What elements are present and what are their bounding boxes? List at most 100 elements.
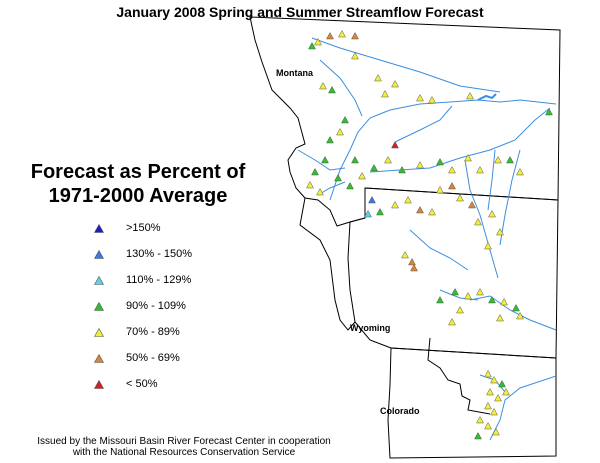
forecast-site-marker (428, 95, 436, 104)
forecast-site-marker (488, 209, 496, 218)
forecast-site-marker (384, 155, 392, 164)
forecast-sites (306, 29, 553, 440)
forecast-site-marker (498, 379, 506, 388)
bighorn-river (464, 159, 499, 279)
yellowstone-river (369, 107, 551, 173)
forecast-site-marker (500, 297, 508, 306)
forecast-site-marker (416, 160, 424, 169)
clark-fork (297, 149, 346, 171)
forecast-site-marker (351, 31, 359, 40)
legend-item-label: 130% - 150% (126, 248, 193, 260)
forecast-site-marker (370, 163, 378, 172)
forecast-site-marker (545, 107, 553, 116)
tongue-river (487, 149, 496, 211)
forecast-site-marker (474, 431, 482, 440)
legend-item: < 50% (94, 378, 254, 392)
forecast-site-marker (476, 415, 484, 424)
forecast-site-marker (486, 387, 494, 396)
forecast-site-marker (512, 303, 520, 312)
forecast-site-marker (410, 263, 418, 272)
forecast-site-marker (516, 311, 524, 320)
forecast-site-marker (474, 217, 482, 226)
legend-item-label: 90% - 109% (126, 300, 186, 312)
wind-river (409, 229, 469, 271)
forecast-site-marker (338, 29, 346, 38)
forecast-site-marker (506, 155, 514, 164)
forecast-site-marker (436, 185, 444, 194)
forecast-site-marker (346, 181, 354, 190)
forecast-site-marker (306, 180, 314, 189)
forecast-site-marker (490, 375, 498, 384)
forecast-site-marker (321, 155, 329, 164)
forecast-site-marker (492, 427, 500, 436)
legend-item: 70% - 89% (94, 326, 254, 340)
forecast-site-marker (448, 317, 456, 326)
powder-river (499, 149, 521, 246)
legend-title-line2: 1971-2000 Average (48, 185, 228, 207)
forecast-site-marker (496, 227, 504, 236)
triangle-marker-icon (94, 302, 104, 311)
forecast-site-marker (391, 140, 399, 149)
forecast-site-marker (401, 250, 409, 259)
forecast-site-marker (374, 73, 382, 82)
forecast-site-marker (448, 165, 456, 174)
forecast-site-marker (308, 41, 316, 50)
footer-line1: Issued by the Missouri Basin River Forec… (37, 436, 331, 447)
forecast-site-marker (404, 195, 412, 204)
forecast-site-marker (502, 387, 510, 396)
wyoming-label: Wyoming (350, 323, 390, 333)
legend-item: 110% - 129% (94, 274, 254, 288)
utah-boundary (427, 337, 491, 415)
forecast-site-marker (496, 313, 504, 322)
forecast-site-marker (319, 81, 327, 90)
map-title: January 2008 Spring and Summer Streamflo… (116, 4, 484, 20)
legend-title: Forecast as Percent of 1971-2000 Average (18, 160, 258, 208)
footer-credit: Issued by the Missouri Basin River Forec… (4, 436, 364, 458)
forecast-site-marker (364, 209, 372, 218)
legend-item: 50% - 69% (94, 352, 254, 366)
forecast-site-marker (456, 305, 464, 314)
forecast-site-marker (464, 153, 472, 162)
marias-river (319, 59, 363, 117)
forecast-site-marker (328, 85, 336, 94)
legend-item: 90% - 109% (94, 300, 254, 314)
forecast-site-marker (464, 291, 472, 300)
milk-river (311, 37, 501, 93)
forecast-site-marker (488, 295, 496, 304)
forecast-site-marker (436, 157, 444, 166)
triangle-marker-icon (94, 380, 104, 389)
forecast-site-marker (326, 31, 334, 40)
river-network (297, 37, 557, 441)
forecast-site-marker (314, 37, 322, 46)
legend-item: >150% (94, 222, 254, 236)
legend-item-label: >150% (126, 222, 161, 234)
legend-item-label: 50% - 69% (126, 352, 180, 364)
missouri-river (329, 99, 557, 201)
south-platte (489, 375, 557, 441)
idaho-boundary (299, 197, 356, 331)
forecast-site-marker (468, 200, 476, 209)
forecast-site-marker (484, 401, 492, 410)
forecast-site-marker (484, 241, 492, 250)
forecast-site-marker (398, 165, 406, 174)
forecast-site-marker (484, 421, 492, 430)
forecast-site-marker (391, 79, 399, 88)
colorado-label: Colorado (380, 406, 420, 416)
forecast-site-marker (490, 407, 498, 416)
fort-peck-reservoir (477, 93, 497, 101)
forecast-site-marker (494, 393, 502, 402)
forecast-site-marker (416, 93, 424, 102)
legend-item-label: < 50% (126, 378, 158, 390)
forecast-site-marker (494, 155, 502, 164)
forecast-site-marker (351, 51, 359, 60)
forecast-site-marker (311, 167, 319, 176)
forecast-site-marker (326, 135, 334, 144)
colorado-outline (387, 347, 557, 459)
forecast-site-marker (466, 91, 474, 100)
triangle-marker-icon (94, 276, 104, 285)
forecast-site-marker (376, 207, 384, 216)
forecast-site-marker (368, 195, 376, 204)
forecast-site-marker (428, 207, 436, 216)
